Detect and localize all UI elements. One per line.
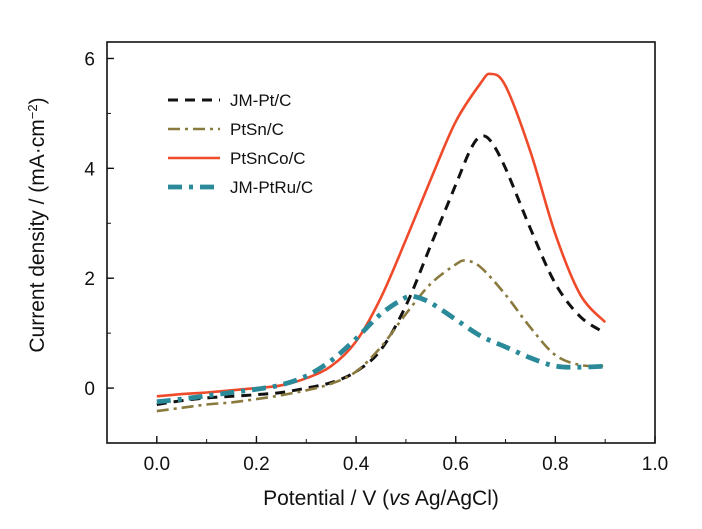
x-tick-label: 1.0: [642, 454, 668, 475]
y-tick-label: 2: [84, 269, 95, 290]
axes-layer: 0.0 0.2 0.4 0.6 0.8 1.0 0 2 4 6: [84, 41, 668, 475]
legend-label: PtSn/C: [230, 120, 284, 139]
y-tick-label: 4: [84, 159, 95, 180]
series-line-jm-pt-c: [156, 134, 607, 406]
legend-label: PtSnCo/C: [230, 149, 306, 168]
series-line-ptsnco-c: [156, 72, 607, 398]
series-line-jm-ptru-c: [156, 293, 606, 405]
legend-label: JM-Pt/C: [230, 91, 291, 110]
x-tick-label: 0.2: [243, 454, 269, 475]
x-tick-label: 0.0: [144, 454, 170, 475]
series-layer: [156, 72, 607, 413]
y-tick-label: 0: [84, 379, 95, 400]
x-tick-label: 0.6: [443, 454, 469, 475]
y-tick-label: 6: [84, 49, 95, 70]
x-tick-label: 0.4: [343, 454, 370, 475]
y-axis-title: Current density / (mA·cm−2): [25, 97, 50, 352]
series-line-ptsn-c: [156, 259, 606, 413]
legend-label: JM-PtRu/C: [230, 178, 313, 197]
x-axis-title: Potential / V (vs Ag/AgCl): [263, 487, 499, 510]
x-tick-label: 0.8: [542, 454, 568, 475]
plot-frame: [106, 41, 656, 444]
legend: JM-Pt/C PtSn/C PtSnCo/C JM-PtRu/C: [168, 91, 313, 197]
